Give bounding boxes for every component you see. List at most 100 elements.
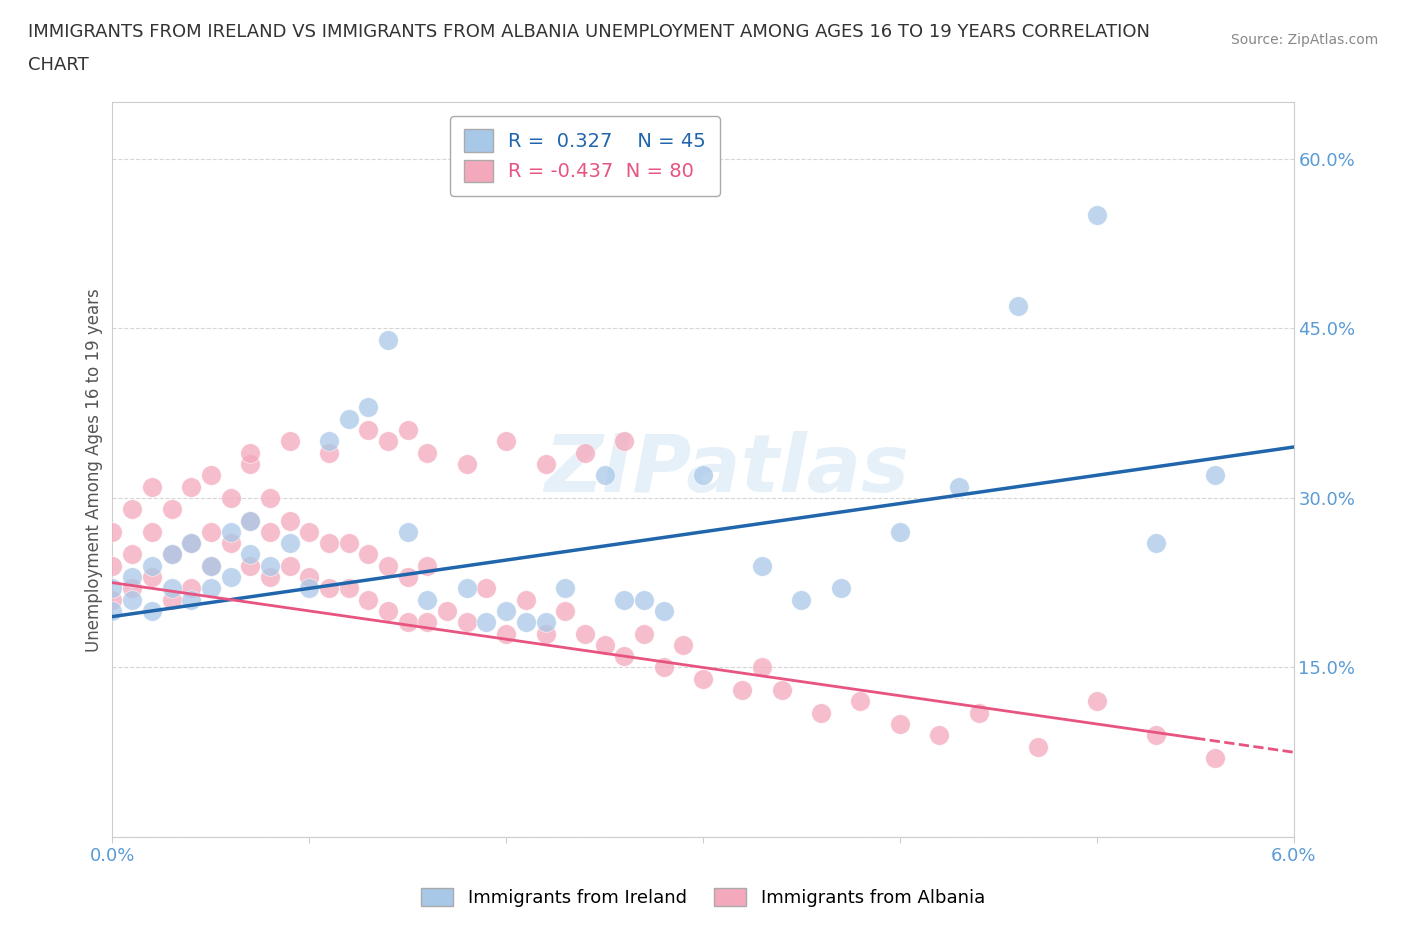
Point [810, 705, 832, 720]
Point [672, 637, 695, 652]
Point [967, 705, 990, 720]
Point [239, 513, 262, 528]
Point [456, 615, 478, 630]
Point [219, 569, 242, 584]
Point [613, 649, 636, 664]
Point [377, 332, 399, 347]
Point [239, 457, 262, 472]
Point [200, 581, 222, 596]
Point [180, 479, 202, 494]
Point [534, 626, 557, 641]
Point [259, 569, 281, 584]
Point [692, 671, 714, 686]
Point [1085, 694, 1108, 709]
Point [180, 581, 202, 596]
Point [1026, 739, 1049, 754]
Point [515, 592, 537, 607]
Point [318, 536, 340, 551]
Point [121, 502, 143, 517]
Point [790, 592, 813, 607]
Point [259, 525, 281, 539]
Point [574, 626, 596, 641]
Point [318, 434, 340, 449]
Point [396, 569, 419, 584]
Text: ZIPatlas: ZIPatlas [544, 431, 910, 509]
Point [141, 479, 163, 494]
Point [456, 581, 478, 596]
Point [160, 547, 183, 562]
Point [416, 445, 439, 460]
Point [830, 581, 852, 596]
Point [436, 604, 458, 618]
Point [180, 536, 202, 551]
Point [613, 592, 636, 607]
Point [278, 536, 301, 551]
Point [318, 581, 340, 596]
Point [396, 525, 419, 539]
Point [141, 604, 163, 618]
Point [160, 502, 183, 517]
Point [416, 558, 439, 573]
Point [357, 422, 380, 437]
Point [278, 434, 301, 449]
Point [141, 558, 163, 573]
Point [1144, 536, 1167, 551]
Point [219, 525, 242, 539]
Point [121, 569, 143, 584]
Point [593, 468, 616, 483]
Point [889, 525, 911, 539]
Point [101, 604, 124, 618]
Point [751, 558, 773, 573]
Point [200, 558, 222, 573]
Point [633, 592, 655, 607]
Point [318, 445, 340, 460]
Point [1085, 208, 1108, 223]
Point [1144, 728, 1167, 743]
Point [495, 434, 517, 449]
Point [200, 468, 222, 483]
Point [692, 468, 714, 483]
Point [239, 558, 262, 573]
Point [377, 604, 399, 618]
Point [278, 513, 301, 528]
Point [515, 615, 537, 630]
Point [731, 683, 754, 698]
Point [652, 660, 675, 675]
Point [337, 581, 360, 596]
Point [495, 626, 517, 641]
Point [160, 581, 183, 596]
Point [396, 615, 419, 630]
Point [534, 457, 557, 472]
Point [259, 490, 281, 505]
Point [357, 400, 380, 415]
Point [554, 604, 576, 618]
Point [613, 434, 636, 449]
Point [121, 592, 143, 607]
Point [593, 637, 616, 652]
Point [357, 592, 380, 607]
Point [121, 581, 143, 596]
Point [101, 558, 124, 573]
Point [180, 536, 202, 551]
Point [160, 547, 183, 562]
Point [1204, 751, 1226, 765]
Point [534, 615, 557, 630]
Point [298, 581, 321, 596]
Text: Source: ZipAtlas.com: Source: ZipAtlas.com [1230, 33, 1378, 46]
Point [928, 728, 950, 743]
Point [337, 536, 360, 551]
Point [278, 558, 301, 573]
Text: IMMIGRANTS FROM IRELAND VS IMMIGRANTS FROM ALBANIA UNEMPLOYMENT AMONG AGES 16 TO: IMMIGRANTS FROM IRELAND VS IMMIGRANTS FR… [28, 23, 1150, 41]
Point [357, 547, 380, 562]
Point [239, 547, 262, 562]
Point [121, 547, 143, 562]
Point [456, 457, 478, 472]
Point [101, 581, 124, 596]
Point [259, 558, 281, 573]
Point [416, 592, 439, 607]
Point [1007, 299, 1029, 313]
Point [652, 604, 675, 618]
Point [239, 513, 262, 528]
Point [200, 525, 222, 539]
Point [948, 479, 970, 494]
